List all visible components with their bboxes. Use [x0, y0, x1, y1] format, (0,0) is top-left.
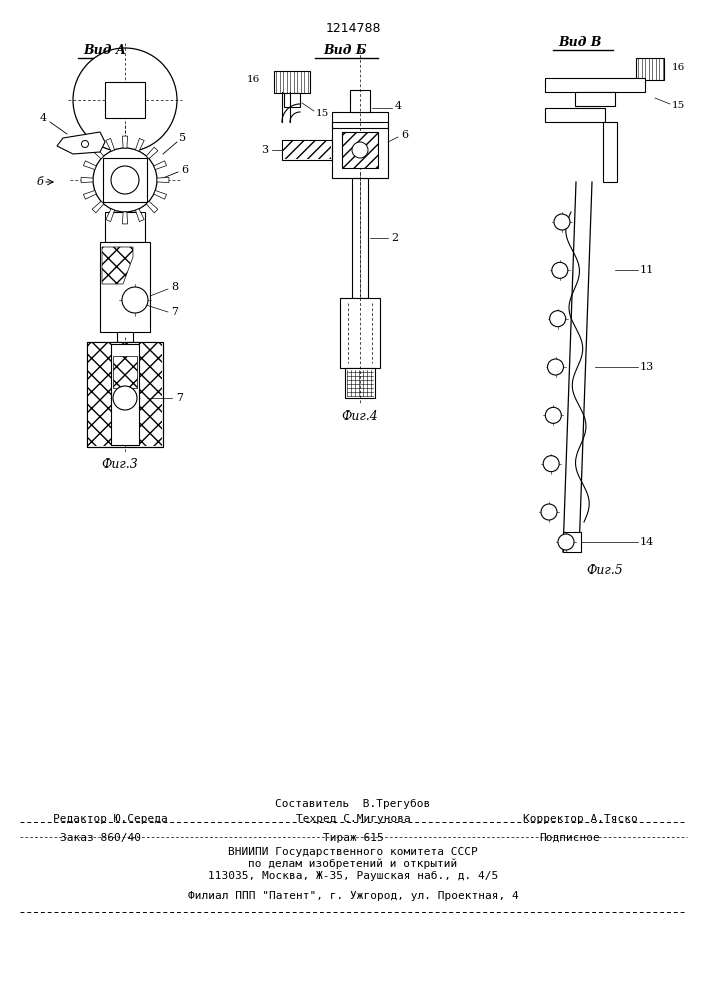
Bar: [342, 132, 378, 168]
Text: 3: 3: [262, 145, 269, 155]
Text: ВНИИПИ Государственного комитета СССР: ВНИИПИ Государственного комитета СССР: [228, 847, 478, 857]
Bar: [117, 332, 133, 342]
Text: 7: 7: [172, 307, 178, 317]
Bar: [352, 178, 368, 298]
Bar: [113, 356, 137, 388]
Text: 16: 16: [247, 75, 260, 84]
Bar: [274, 71, 310, 93]
Polygon shape: [136, 138, 144, 151]
Circle shape: [552, 262, 568, 278]
Bar: [345, 368, 375, 398]
Text: 7: 7: [177, 393, 184, 403]
Circle shape: [352, 142, 368, 158]
Polygon shape: [92, 147, 104, 159]
Polygon shape: [83, 161, 96, 170]
Text: 6: 6: [402, 130, 409, 140]
Bar: [103, 158, 147, 202]
Bar: [282, 140, 332, 160]
Text: 4: 4: [40, 113, 47, 123]
Polygon shape: [102, 247, 133, 284]
Polygon shape: [83, 190, 96, 199]
Text: 14: 14: [640, 537, 654, 547]
Circle shape: [543, 456, 559, 472]
Text: 113035, Москва, Ж-35, Раушская наб., д. 4/5: 113035, Москва, Ж-35, Раушская наб., д. …: [208, 871, 498, 881]
Text: 15: 15: [315, 108, 329, 117]
Polygon shape: [157, 177, 169, 183]
Circle shape: [122, 287, 148, 313]
Bar: [342, 132, 378, 168]
Polygon shape: [106, 138, 115, 151]
Text: Фиг.4: Фиг.4: [341, 410, 378, 422]
Bar: [575, 92, 615, 106]
Circle shape: [81, 140, 88, 147]
Text: Филиал ППП "Патент", г. Ужгород, ул. Проектная, 4: Филиал ППП "Патент", г. Ужгород, ул. Про…: [187, 891, 518, 901]
Bar: [87, 342, 163, 447]
Bar: [636, 58, 664, 80]
Text: 2: 2: [392, 233, 399, 243]
Bar: [545, 78, 645, 92]
Text: Фиг.5: Фиг.5: [587, 564, 624, 576]
Text: 11: 11: [640, 265, 654, 275]
Bar: [105, 82, 145, 118]
Text: Редактор Ю.Середа: Редактор Ю.Середа: [52, 814, 168, 824]
Bar: [350, 90, 370, 112]
Bar: [603, 122, 617, 182]
Circle shape: [545, 407, 561, 423]
Bar: [100, 242, 150, 332]
Bar: [111, 344, 139, 445]
Text: б: б: [37, 177, 43, 187]
Text: Составитель  В.Трегубов: Составитель В.Трегубов: [275, 799, 431, 809]
Bar: [340, 298, 380, 368]
Bar: [88, 343, 162, 446]
Text: Заказ 860/40: Заказ 860/40: [59, 833, 141, 843]
Polygon shape: [122, 136, 127, 148]
Circle shape: [554, 214, 570, 230]
Bar: [87, 342, 163, 447]
Polygon shape: [81, 177, 93, 183]
Bar: [563, 532, 581, 552]
Bar: [332, 112, 388, 128]
Text: 1214788: 1214788: [325, 21, 381, 34]
Text: Корректор А.Тяско: Корректор А.Тяско: [522, 814, 638, 824]
Bar: [545, 108, 605, 122]
Bar: [332, 122, 388, 178]
Polygon shape: [106, 209, 115, 222]
Polygon shape: [122, 212, 127, 224]
Text: 8: 8: [171, 282, 179, 292]
Polygon shape: [136, 209, 144, 222]
Bar: [283, 141, 331, 159]
Text: Подписное: Подписное: [539, 833, 600, 843]
Circle shape: [111, 166, 139, 194]
Polygon shape: [92, 201, 104, 213]
Text: Тираж 615: Тираж 615: [322, 833, 383, 843]
Text: 13: 13: [640, 362, 654, 372]
Circle shape: [113, 386, 137, 410]
Text: Техред С.Мигунова: Техред С.Мигунова: [296, 814, 410, 824]
Circle shape: [558, 534, 574, 550]
Text: Вид В: Вид В: [559, 35, 602, 48]
Text: 16: 16: [672, 64, 685, 73]
Text: 6: 6: [182, 165, 189, 175]
Polygon shape: [146, 201, 158, 213]
Text: 5: 5: [180, 133, 187, 143]
Circle shape: [541, 504, 557, 520]
Text: Вид Б: Вид Б: [323, 43, 367, 56]
Bar: [105, 212, 145, 242]
Bar: [284, 93, 300, 107]
Circle shape: [549, 311, 566, 327]
Circle shape: [93, 148, 157, 212]
Polygon shape: [146, 147, 158, 159]
Polygon shape: [57, 132, 105, 154]
Text: по делам изобретений и открытий: по делам изобретений и открытий: [248, 859, 457, 869]
Circle shape: [547, 359, 563, 375]
Text: Вид А: Вид А: [83, 43, 127, 56]
Polygon shape: [154, 190, 167, 199]
Text: Фиг.3: Фиг.3: [102, 458, 139, 472]
Text: 15: 15: [672, 102, 685, 110]
Polygon shape: [154, 161, 167, 170]
Ellipse shape: [73, 48, 177, 152]
Text: 4: 4: [395, 101, 402, 111]
